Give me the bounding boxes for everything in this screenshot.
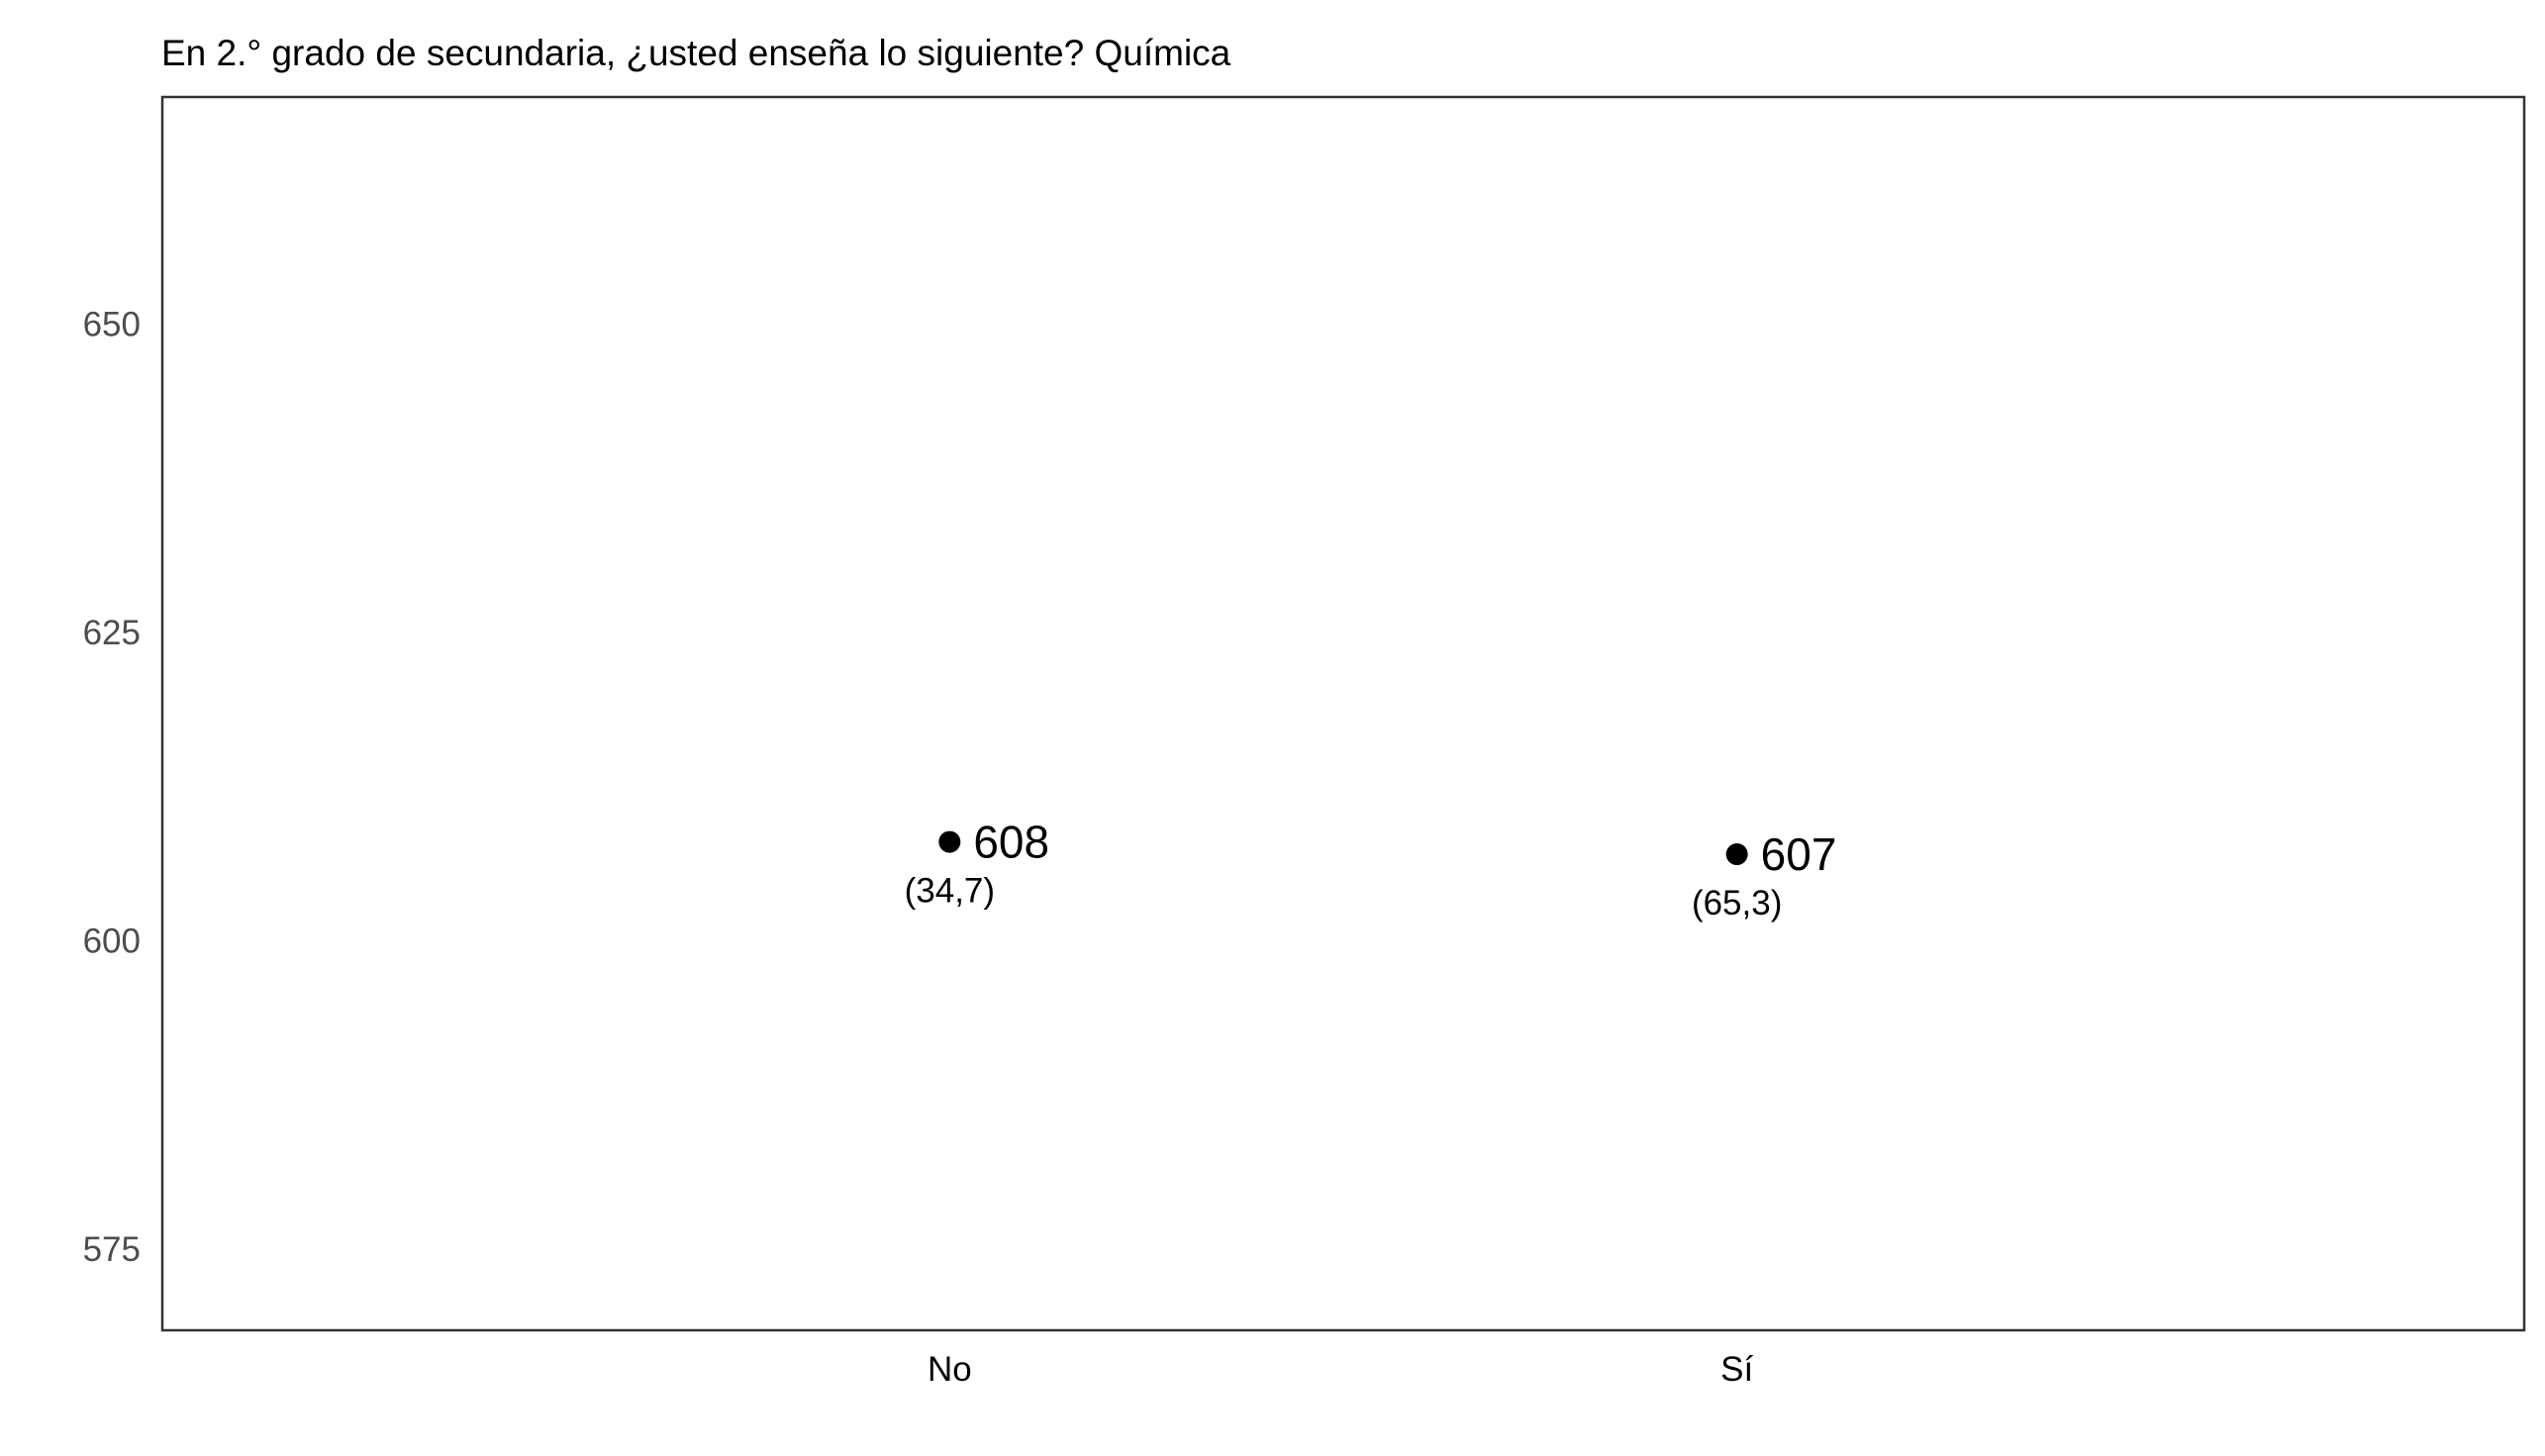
data-points: 608 (34,7) 607 (65,3) [905, 817, 1837, 922]
chart-title: En 2.° grado de secundaria, ¿usted enseñ… [161, 33, 1231, 73]
x-axis: No Sí [928, 1350, 1754, 1389]
data-point [1725, 843, 1748, 866]
y-tick-label: 625 [83, 614, 141, 652]
x-tick-label: Sí [1720, 1350, 1753, 1389]
data-point [938, 830, 961, 853]
data-value-label: 607 [1761, 828, 1837, 880]
plot-panel [160, 95, 2526, 1332]
data-percent-label: (34,7) [905, 872, 995, 911]
data-percent-label: (65,3) [1692, 884, 1782, 922]
x-tick-label: No [928, 1350, 972, 1389]
y-tick-label: 650 [83, 305, 141, 343]
y-tick-label: 600 [83, 922, 141, 960]
y-tick-label: 575 [83, 1230, 141, 1269]
data-value-label: 608 [973, 817, 1049, 868]
y-axis: 575 600 625 650 [83, 305, 141, 1269]
